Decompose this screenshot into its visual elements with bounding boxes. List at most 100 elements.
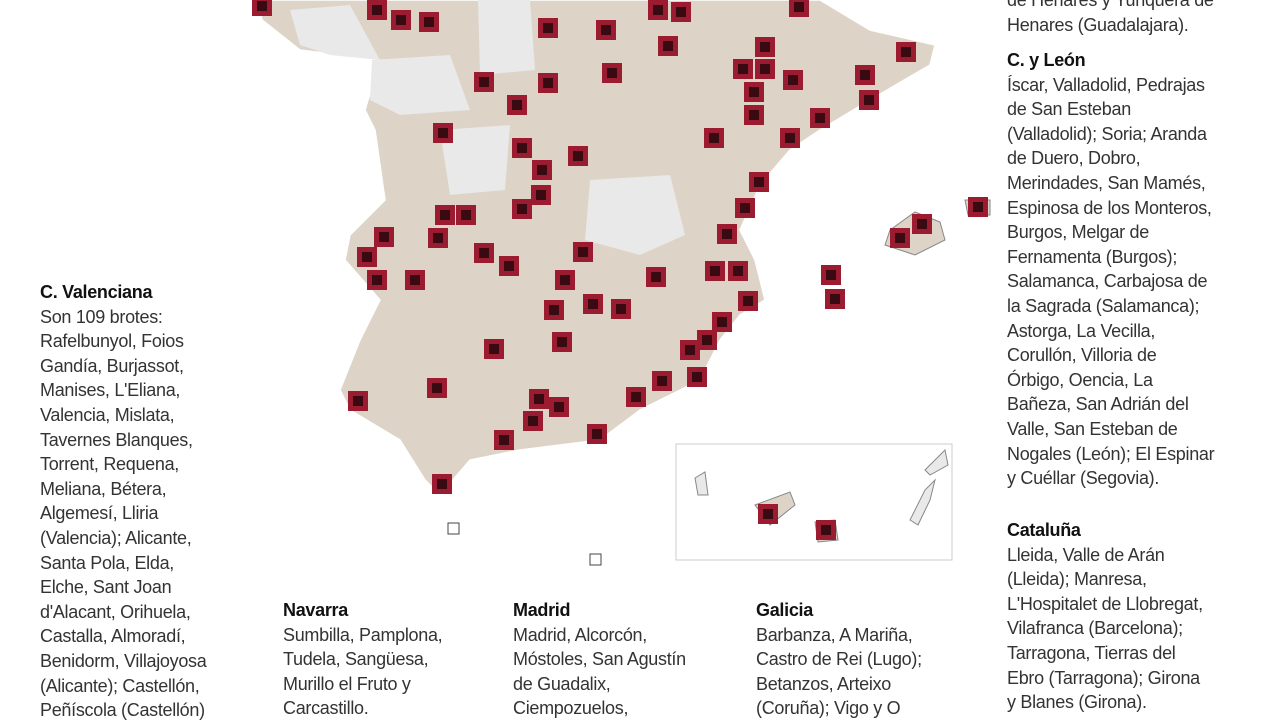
unaffected-region (290, 5, 380, 60)
region-line: d'Alacant, Orihuela, (40, 601, 191, 622)
region-line: Madrid, Alcorcón, (513, 624, 647, 645)
outbreak-marker-core (657, 376, 667, 386)
region-line: Meliana, Bétera, (40, 478, 167, 499)
note-line: de Henares y Yunquera de (1007, 0, 1214, 10)
region-title: Cataluña (1007, 520, 1081, 540)
outbreak-marker-core (607, 68, 617, 78)
region-line: Burgos, Melgar de (1007, 222, 1149, 243)
unaffected-region (440, 125, 510, 195)
outbreak-marker-core (601, 25, 611, 35)
outbreak-marker-core (749, 87, 759, 97)
outbreak-marker-core (489, 344, 499, 354)
region-block: C. Valenciana Son 109 brotes: Rafelbunyol,… (40, 280, 207, 720)
outbreak-marker-core (692, 372, 702, 382)
outbreak-marker-core (557, 337, 567, 347)
region-line: Carcastillo. (283, 698, 369, 719)
region-line: Bañeza, San Adrián del (1007, 394, 1189, 415)
outbreak-marker-core (379, 232, 389, 242)
outbreak-marker-core (631, 392, 641, 402)
outbreak-marker-core (362, 252, 372, 262)
outbreak-marker-core (372, 275, 382, 285)
region-title: Madrid (513, 600, 571, 620)
island (909, 478, 936, 526)
outbreak-marker-core (549, 305, 559, 315)
region-line: Castro de Rei (Lugo); (756, 649, 922, 670)
outbreak-marker-core (738, 64, 748, 74)
islet (447, 522, 460, 535)
outbreak-marker-core (438, 128, 448, 138)
outbreak-marker-core (760, 64, 770, 74)
outbreak-marker-core (257, 1, 267, 11)
outbreak-marker-core (785, 133, 795, 143)
region-line: (Coruña); Vigo y O (756, 698, 901, 719)
region-line: Peñíscola (Castellón) (40, 700, 205, 720)
region-line: Elche, Sant Joan (40, 577, 172, 598)
outbreak-marker-core (709, 133, 719, 143)
canary-inset (675, 443, 953, 561)
region-line: Merindades, San Mamés, (1007, 172, 1206, 193)
outbreak-marker-core (372, 5, 382, 15)
outbreak-marker-core (864, 95, 874, 105)
outbreak-marker-core (749, 110, 759, 120)
outbreak-marker-core (543, 78, 553, 88)
outbreak-marker-core (676, 7, 686, 17)
region-title: C. y León (1007, 50, 1086, 70)
region-line: Salamanca, Carbajosa de (1007, 271, 1208, 292)
outbreak-marker-core (353, 396, 363, 406)
region-line: Ebro (Tarragona); Girona (1007, 667, 1200, 688)
outbreak-marker-core (410, 275, 420, 285)
outbreak-marker-core (760, 42, 770, 52)
region-line: de Duero, Dobro, (1007, 148, 1141, 169)
region-block: Navarra Sumbilla, Pamplona, Tudela, Sangüe… (283, 598, 443, 720)
region-block: Galicia Barbanza, A Mariña, Castro de Rei … (756, 598, 922, 720)
outbreak-marker-core (573, 151, 583, 161)
outbreak-marker-core (440, 210, 450, 220)
outbreak-marker-core (499, 435, 509, 445)
outbreak-marker-core (815, 113, 825, 123)
region-line: de San Esteban (1007, 99, 1131, 120)
region-line: Órbigo, Oencia, La (1007, 369, 1153, 390)
outbreak-marker-core (722, 229, 732, 239)
region-line: L'Hospitalet de Llobregat, (1007, 593, 1203, 614)
outbreak-marker-core (754, 177, 764, 187)
outbreak-marker-core (517, 143, 527, 153)
region-line: Fernamenta (Burgos); (1007, 246, 1178, 267)
outbreak-marker-core (537, 165, 547, 175)
outbreak-marker-core (433, 233, 443, 243)
outbreak-marker-core (702, 335, 712, 345)
outbreak-marker-core (740, 203, 750, 213)
outbreak-marker-core (743, 296, 753, 306)
region-title: Galicia (756, 600, 813, 620)
region-line: Tarragona, Tierras del (1007, 642, 1176, 663)
outbreak-marker-core (432, 383, 442, 393)
outbreak-marker-core (543, 23, 553, 33)
region-line: Valle, San Esteban de (1007, 418, 1178, 439)
region-line: Valencia, Mislata, (40, 404, 175, 425)
outbreak-marker-core (717, 317, 727, 327)
island (924, 448, 949, 476)
outbreak-marker-core (536, 190, 546, 200)
region-line: de Guadalix, (513, 673, 611, 694)
unaffected-region (585, 175, 685, 255)
region-line: y Cuéllar (Segovia). (1007, 468, 1160, 489)
outbreak-marker-core (396, 15, 406, 25)
outbreak-marker-core (763, 509, 773, 519)
region-line: Sumbilla, Pamplona, (283, 624, 443, 645)
outbreak-marker-core (973, 202, 983, 212)
top-note: de Henares y Yunquera de Henares (Guadala… (1007, 0, 1214, 37)
region-line: Murillo el Fruto y (283, 673, 411, 694)
region-line: Santa Pola, Elda, (40, 552, 174, 573)
outbreak-marker-core (504, 261, 514, 271)
outbreak-marker-core (685, 345, 695, 355)
region-line: (Valencia); Alicante, (40, 527, 192, 548)
outbreak-marker-core (592, 429, 602, 439)
outbreak-marker-core (437, 479, 447, 489)
region-line: y Blanes (Girona). (1007, 692, 1147, 713)
region-line: Móstoles, San Agustín (513, 649, 686, 670)
region-line: (Valladolid); Soria; Aranda (1007, 123, 1207, 144)
note-line: Henares (Guadalajara). (1007, 14, 1189, 35)
outbreak-marker-core (512, 100, 522, 110)
region-line: Vilafranca (Barcelona); (1007, 618, 1183, 639)
unaffected-region (370, 55, 470, 115)
